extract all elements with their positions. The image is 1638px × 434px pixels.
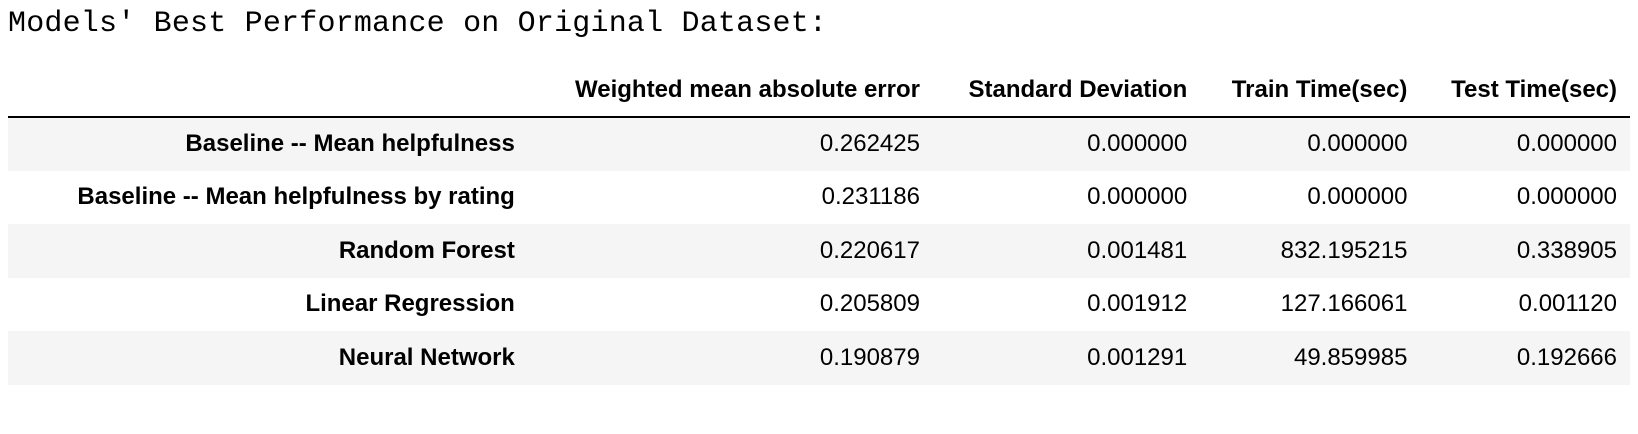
column-header-index — [8, 64, 528, 118]
cell-standard-deviation: 0.001291 — [1087, 343, 1188, 371]
row-label: Baseline -- Mean helpfulness — [185, 130, 515, 158]
table-header-row: Weighted mean absolute error Standard De… — [8, 64, 1630, 118]
cell-train-time: 832.195215 — [1280, 236, 1408, 264]
cell-weighted-mae: 0.262425 — [819, 130, 920, 158]
cell-weighted-mae: 0.220617 — [819, 236, 920, 264]
row-label: Baseline -- Mean helpfulness by rating — [77, 183, 515, 211]
row-label: Neural Network — [338, 343, 515, 371]
output-heading: Models' Best Performance on Original Dat… — [8, 7, 828, 41]
cell-weighted-mae: 0.190879 — [819, 343, 920, 371]
cell-train-time: 127.166061 — [1280, 290, 1408, 318]
results-table: Weighted mean absolute error Standard De… — [8, 64, 1630, 385]
cell-standard-deviation: 0.000000 — [1087, 183, 1188, 211]
cell-weighted-mae: 0.205809 — [819, 290, 920, 318]
cell-standard-deviation: 0.000000 — [1087, 130, 1188, 158]
cell-test-time: 0.338905 — [1516, 236, 1617, 264]
column-header-weighted-mae: Weighted mean absolute error — [527, 64, 933, 118]
cell-weighted-mae: 0.231186 — [821, 183, 920, 211]
table-row: Baseline -- Mean helpfulness 0.262425 0.… — [8, 117, 1630, 171]
cell-train-time: 0.000000 — [1307, 183, 1408, 211]
cell-train-time: 0.000000 — [1307, 130, 1408, 158]
cell-test-time: 0.000000 — [1516, 130, 1617, 158]
table-row: Neural Network 0.190879 0.001291 49.8599… — [8, 331, 1630, 385]
column-header-train-time: Train Time(sec) — [1200, 64, 1421, 118]
row-label: Linear Regression — [305, 290, 515, 318]
column-header-test-time: Test Time(sec) — [1420, 64, 1630, 118]
table-row: Random Forest 0.220617 0.001481 832.1952… — [8, 224, 1630, 278]
column-header-standard-deviation: Standard Deviation — [932, 64, 1201, 118]
cell-standard-deviation: 0.001912 — [1087, 290, 1188, 318]
row-label: Random Forest — [338, 236, 515, 264]
cell-test-time: 0.192666 — [1516, 343, 1617, 371]
table-row: Linear Regression 0.205809 0.001912 127.… — [8, 277, 1630, 331]
cell-test-time: 0.001120 — [1518, 290, 1617, 318]
cell-train-time: 49.859985 — [1293, 343, 1408, 371]
table-row: Baseline -- Mean helpfulness by rating 0… — [8, 170, 1630, 224]
cell-test-time: 0.000000 — [1516, 183, 1617, 211]
cell-standard-deviation: 0.001481 — [1087, 236, 1188, 264]
